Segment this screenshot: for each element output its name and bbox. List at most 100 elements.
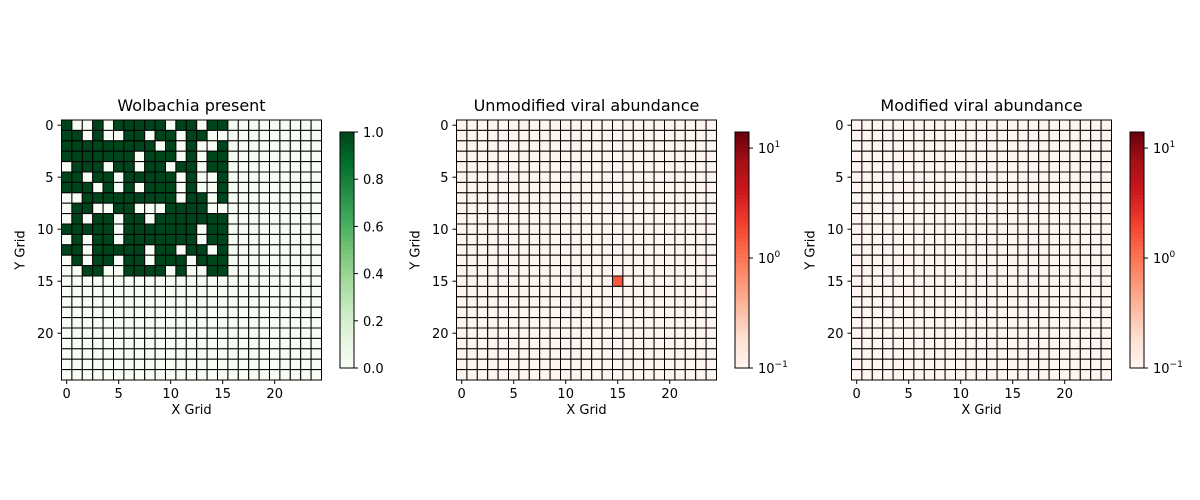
heatmap-cell (528, 254, 541, 267)
heatmap-cell (1059, 150, 1071, 163)
heatmap-cell (269, 327, 281, 339)
heatmap-cell (476, 213, 489, 225)
heatmap-cell (248, 181, 260, 194)
heatmap-cell (1100, 337, 1112, 350)
heatmap-cell (1027, 327, 1040, 339)
heatmap-cell (300, 171, 312, 183)
colorbar-segment (340, 348, 354, 353)
heatmap-cell (476, 285, 489, 298)
colorbar-segment (340, 340, 354, 345)
heatmap-cell (560, 358, 572, 371)
heatmap-cell (175, 129, 187, 142)
heatmap-cell (539, 202, 551, 215)
heatmap-cell (269, 213, 281, 225)
heatmap-cell (903, 306, 915, 319)
y-tick-label: 0 (45, 119, 53, 134)
heatmap-cell (871, 296, 884, 308)
colorbar-segment (1130, 293, 1144, 298)
heatmap-cell (601, 129, 613, 142)
heatmap-cell (705, 233, 717, 246)
heatmap-cell (861, 171, 873, 183)
heatmap-cell (310, 358, 323, 371)
heatmap-cell (903, 150, 915, 163)
heatmap-cell (871, 358, 884, 371)
heatmap-cell (518, 233, 530, 246)
heatmap-cell (227, 129, 239, 142)
heatmap-cell (456, 140, 468, 152)
heatmap-cell (944, 358, 956, 371)
heatmap-cell (144, 358, 156, 371)
colorbar-segment (340, 250, 354, 255)
heatmap-cell (81, 285, 94, 298)
heatmap-cell (466, 181, 478, 194)
heatmap-cell (1017, 150, 1029, 163)
colorbar-segment (735, 179, 749, 184)
heatmap-cell (206, 265, 219, 277)
heatmap-cell (466, 327, 478, 339)
heatmap-cell (1059, 140, 1071, 152)
heatmap-cell (227, 244, 239, 256)
heatmap-cell (695, 119, 707, 131)
heatmap-cell (508, 348, 520, 360)
heatmap-cell (632, 150, 645, 163)
colorbar-segment (340, 206, 354, 212)
heatmap-cell (1090, 327, 1102, 339)
heatmap-cell (570, 192, 582, 204)
colorbar-segment (1130, 328, 1144, 334)
heatmap-cell (882, 202, 894, 215)
heatmap-cell (996, 327, 1008, 339)
heatmap-cell (892, 358, 904, 371)
heatmap-cell (227, 233, 239, 246)
heatmap-cell (196, 337, 208, 350)
heatmap-cell (456, 244, 468, 256)
heatmap-cell (508, 181, 520, 194)
heatmap-cell (497, 161, 510, 173)
heatmap-cell (851, 161, 863, 173)
heatmap-cell (508, 192, 520, 204)
heatmap-cell (258, 213, 271, 225)
heatmap-cell (892, 254, 904, 267)
heatmap-cell (934, 265, 946, 277)
heatmap-cell (175, 296, 187, 308)
heatmap-cell (528, 223, 541, 235)
heatmap-cell (248, 202, 260, 215)
heatmap-cell (955, 244, 967, 256)
heatmap-cell (113, 327, 125, 339)
heatmap-cell (154, 202, 167, 215)
heatmap-cell (123, 337, 135, 350)
heatmap-cell (1079, 181, 1092, 194)
heatmap-cell (476, 275, 489, 287)
heatmap-cell (528, 213, 541, 225)
colorbar-segment (1130, 312, 1144, 318)
heatmap-cell (1059, 265, 1071, 277)
heatmap-cell (518, 327, 530, 339)
heatmap-cell (903, 244, 915, 256)
colorbar-segment (735, 265, 749, 271)
heatmap-cell (258, 296, 271, 308)
colorbar-tick-label: 1.0 (363, 126, 384, 141)
colorbar-segment (1130, 316, 1144, 322)
heatmap-cell (456, 161, 468, 173)
heatmap-cell (861, 306, 873, 319)
heatmap-cell (476, 265, 489, 277)
heatmap-cell (892, 306, 904, 319)
heatmap-cell (903, 327, 915, 339)
heatmap-cell (996, 233, 1008, 246)
colorbar-segment (340, 210, 354, 216)
heatmap-cell (986, 129, 998, 142)
heatmap-cell (622, 275, 634, 287)
heatmap-cell (560, 129, 572, 142)
heatmap-cell (996, 337, 1008, 350)
heatmap-cell (570, 129, 582, 142)
heatmap-cell (175, 285, 187, 298)
heatmap-cell (133, 181, 146, 194)
heatmap-cell (705, 129, 717, 142)
colorbar-segment (340, 261, 354, 267)
heatmap-cell (279, 348, 291, 360)
heatmap-cell (528, 119, 541, 131)
heatmap-cell (653, 306, 665, 319)
heatmap-cell (237, 171, 250, 183)
heatmap-cell (310, 150, 323, 163)
heatmap-cell (175, 140, 187, 152)
heatmap-cell (674, 348, 686, 360)
